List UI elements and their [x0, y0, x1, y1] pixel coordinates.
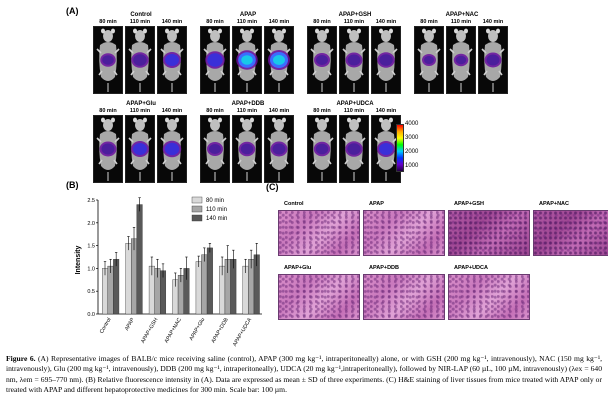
time-label: 110 min	[236, 108, 258, 114]
time-label: 140 min	[375, 108, 397, 114]
group-title: APAP+DDB	[231, 101, 265, 107]
colorbar-tick: 4000	[405, 121, 419, 127]
mouse-image	[200, 26, 230, 94]
he-tile	[363, 274, 445, 320]
time-label: 80 min	[99, 19, 117, 25]
mouse-image	[157, 115, 187, 183]
legend-label: 110 min	[206, 207, 227, 213]
y-tick-label: 1.5	[87, 244, 95, 250]
time-label: 140 min	[268, 19, 290, 25]
panel-c-he-staining: Control APAP APAP+GSH APAP+NAC APAP+Glu APAP+…	[278, 201, 608, 320]
mouse-image	[93, 115, 123, 183]
legend-swatch	[191, 205, 203, 213]
group-title: APAP+NAC	[445, 12, 479, 18]
mouse-image	[307, 115, 337, 183]
mouse-image	[232, 26, 262, 94]
mouse-image	[232, 115, 262, 183]
he-tile-title: Control	[284, 201, 304, 207]
panel-c-label: (C)	[266, 182, 279, 192]
mouse-image	[264, 26, 294, 94]
colorbar-tick: 1000	[405, 163, 419, 169]
he-tile-title: APAP+DDB	[369, 265, 400, 271]
y-axis-label: Intensity	[75, 246, 82, 275]
colorbar-ticks: 4000 3000 2000 1000	[405, 121, 435, 173]
time-label: 140 min	[375, 19, 397, 25]
mouse-image	[125, 115, 155, 183]
time-label: 80 min	[313, 19, 331, 25]
time-label: 110 min	[129, 19, 151, 25]
he-tile	[278, 210, 360, 256]
group-title: APAP+Glu	[126, 101, 156, 107]
mouse-image	[478, 26, 508, 94]
group-title: APAP+GSH	[338, 12, 372, 18]
caption-text: (A) Representative images of BALB/c mice…	[6, 354, 602, 395]
colorbar-tick: 3000	[405, 135, 419, 141]
time-label: 140 min	[482, 19, 504, 25]
time-label: 80 min	[99, 108, 117, 114]
mouse-image	[157, 26, 187, 94]
mouse-image	[414, 26, 444, 94]
legend-swatch	[191, 214, 203, 222]
he-tile-title: APAP+UDCA	[454, 265, 488, 271]
y-tick-label: 0.0	[87, 312, 95, 318]
he-tile	[278, 274, 360, 320]
time-label: 140 min	[161, 19, 183, 25]
y-tick-label: 0.5	[87, 289, 95, 295]
group-title: Control	[130, 12, 152, 18]
time-label: 80 min	[420, 19, 438, 25]
he-tile-title: APAP+Glu	[284, 265, 312, 271]
he-tile	[448, 210, 530, 256]
he-tile-title: APAP+NAC	[539, 201, 570, 207]
mouse-image	[200, 115, 230, 183]
time-label: 80 min	[206, 19, 224, 25]
y-tick-label: 2.0	[87, 221, 95, 227]
panel-b-label: (B)	[66, 180, 79, 190]
time-label: 110 min	[343, 108, 365, 114]
panel-a-label: (A)	[66, 6, 79, 16]
he-tile	[448, 274, 530, 320]
time-label: 110 min	[450, 19, 472, 25]
mouse-image	[125, 26, 155, 94]
he-tile	[533, 210, 608, 256]
mouse-image	[307, 26, 337, 94]
legend-label: 140 min	[206, 216, 227, 222]
he-tile-title: APAP	[369, 201, 384, 207]
group-title: APAP+UDCA	[336, 101, 374, 107]
time-label: 140 min	[161, 108, 183, 114]
time-label: 80 min	[313, 108, 331, 114]
figure-label: Figure 6.	[6, 354, 36, 363]
mouse-image	[446, 26, 476, 94]
figure-caption: Figure 6. (A) Representative images of B…	[6, 354, 602, 396]
he-tile	[363, 210, 445, 256]
colorbar	[396, 124, 404, 172]
he-tile-title: APAP+GSH	[454, 201, 485, 207]
y-tick-label: 2.5	[87, 198, 95, 204]
time-label: 140 min	[268, 108, 290, 114]
mouse-image	[339, 115, 369, 183]
time-label: 110 min	[343, 19, 365, 25]
mouse-image	[371, 26, 401, 94]
legend-swatch	[191, 196, 203, 204]
mouse-image	[339, 26, 369, 94]
y-tick-label: 1.0	[87, 266, 95, 272]
group-title: APAP	[239, 12, 257, 18]
mouse-image	[264, 115, 294, 183]
time-label: 80 min	[206, 108, 224, 114]
mouse-image	[93, 26, 123, 94]
panel-a-imaging: Control 80 min 110 min 140 min APAP 80 min 110…	[0, 0, 608, 183]
legend-label: 80 min	[206, 198, 224, 204]
time-label: 110 min	[129, 108, 151, 114]
time-label: 110 min	[236, 19, 258, 25]
colorbar-tick: 2000	[405, 149, 419, 155]
